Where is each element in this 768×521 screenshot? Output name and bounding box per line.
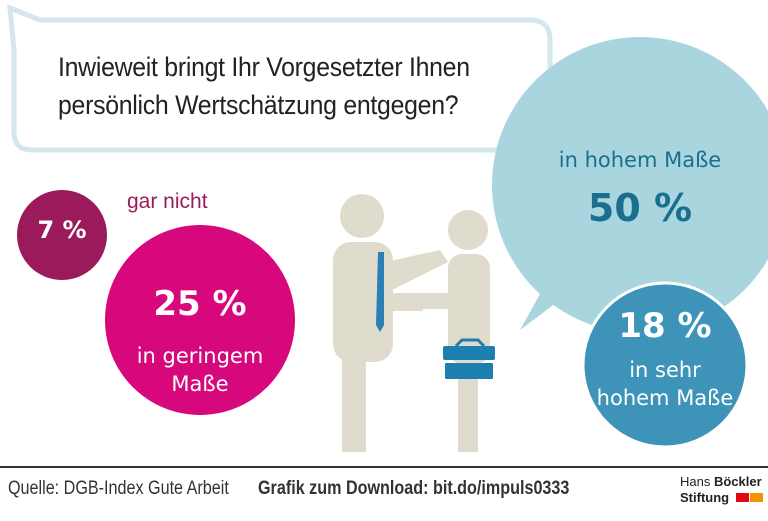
label-geringem-1: in geringem bbox=[136, 344, 264, 368]
title-line-2: persönlich Wertschätzung entgegen? bbox=[58, 90, 459, 120]
boss-arm bbox=[385, 293, 423, 311]
employee-leg bbox=[458, 360, 478, 452]
employee-head bbox=[448, 210, 488, 250]
speech-bubble bbox=[7, 4, 768, 452]
boss-head bbox=[340, 194, 384, 238]
hans-boeckler-logo: Hans Böckler Stiftung bbox=[680, 474, 763, 506]
value-50: 50 % bbox=[587, 186, 693, 230]
label-gar-nicht: gar nicht bbox=[127, 190, 208, 213]
logo-red-square bbox=[735, 493, 749, 502]
value-7: 7 % bbox=[37, 216, 87, 244]
handshake-illustration bbox=[333, 194, 490, 452]
label-sehr-hohem-2: hohem Maße bbox=[596, 386, 734, 410]
footer-divider bbox=[0, 466, 768, 468]
bubble-25 bbox=[105, 225, 295, 415]
label-geringem-2: Maße bbox=[171, 372, 229, 396]
label-sehr-hohem: in sehr hohem Maße bbox=[590, 356, 740, 412]
logo-stiftung: Stiftung bbox=[680, 490, 730, 505]
bubble-7 bbox=[17, 190, 107, 280]
label-hohem: in hohem Maße bbox=[558, 148, 722, 172]
title-line-1: Inwieweit bringt Ihr Vorgesetzter Ihnen bbox=[58, 52, 470, 82]
question-title: Inwieweit bringt Ihr Vorgesetzter Ihnen … bbox=[58, 48, 470, 124]
download-link[interactable]: Grafik zum Download: bit.do/impuls0333 bbox=[258, 478, 570, 499]
logo-orange-square bbox=[749, 493, 763, 502]
source-text: Quelle: DGB-Index Gute Arbeit bbox=[8, 478, 229, 499]
tie-icon bbox=[376, 252, 384, 332]
employee-hand bbox=[422, 293, 452, 309]
value-18: 18 % bbox=[618, 306, 712, 346]
employee-body bbox=[448, 254, 490, 364]
boss-arm-up bbox=[385, 250, 448, 290]
label-sehr-hohem-1: in sehr bbox=[629, 358, 701, 382]
bubble-18 bbox=[581, 281, 749, 449]
label-geringem: in geringem Maße bbox=[110, 342, 290, 398]
value-25: 25 % bbox=[153, 284, 247, 324]
bubble-50 bbox=[492, 37, 768, 333]
logo-hans: Hans bbox=[680, 474, 714, 489]
boss-leg bbox=[342, 340, 366, 452]
logo-boeckler: Böckler bbox=[713, 474, 762, 489]
briefcase-icon bbox=[443, 338, 495, 379]
